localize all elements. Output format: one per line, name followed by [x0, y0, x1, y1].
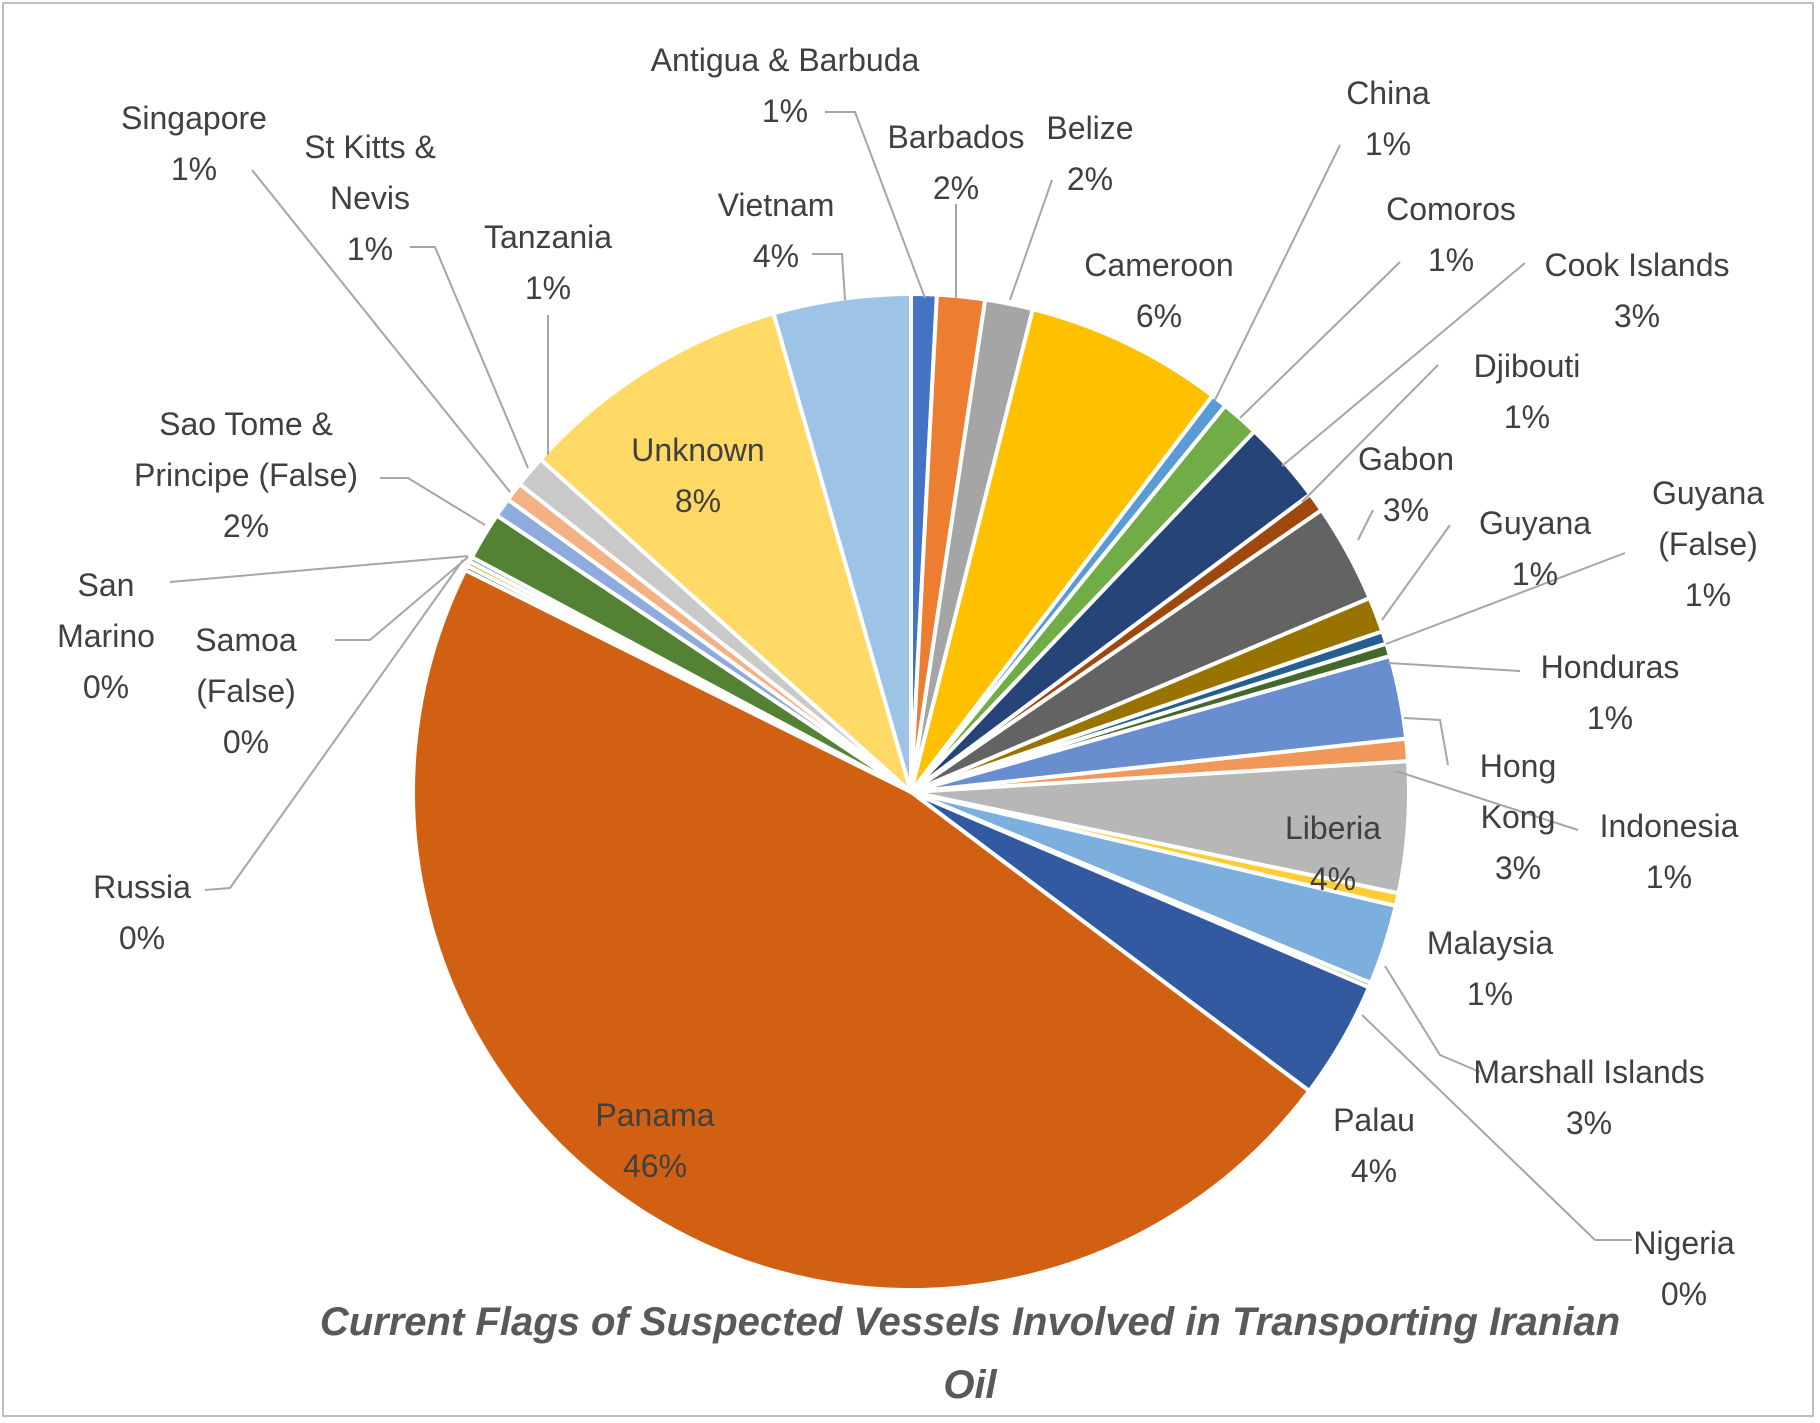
leader-line-st-kitts-nevis	[410, 246, 529, 469]
leader-line-indonesia	[1395, 770, 1579, 831]
data-label-barbados: Barbados 2%	[888, 119, 1025, 206]
pie-slice-cameroon	[909, 307, 1215, 794]
leader-line-comoros	[1239, 261, 1401, 419]
leader-line-russia	[204, 559, 464, 891]
data-label-comoros: Comoros 1%	[1386, 191, 1516, 278]
leader-line-antigua-barbuda	[825, 111, 926, 299]
leader-line-san-marino	[169, 555, 469, 583]
data-label-guyana: Guyana 1%	[1479, 505, 1591, 592]
leader-line-sao-tome-principe-false	[380, 477, 486, 526]
leader-line-honduras	[1387, 662, 1521, 672]
leader-line-vietnam	[812, 253, 846, 301]
leader-line-cook-islands	[1281, 262, 1526, 467]
data-label-cameroon: Cameroon 6%	[1084, 247, 1233, 334]
data-label-antigua-barbuda: Antigua & Barbuda 1%	[651, 42, 920, 129]
data-label-djibouti: Djibouti 1%	[1474, 348, 1581, 435]
pie-slice-vietnam	[771, 292, 913, 794]
leader-line-hong-kong	[1403, 717, 1449, 766]
data-label-malaysia: Malaysia 1%	[1427, 925, 1553, 1012]
data-label-belize: Belize 2%	[1046, 110, 1133, 197]
pie-slice-unknown	[538, 311, 913, 794]
data-label-guyana-false: Guyana (False) 1%	[1652, 475, 1764, 613]
data-label-nigeria: Nigeria 0%	[1633, 1225, 1735, 1312]
leader-line-singapore	[251, 169, 511, 493]
data-label-marshall-islands: Marshall Islands 3%	[1473, 1054, 1704, 1141]
data-label-russia: Russia 0%	[93, 869, 191, 956]
data-label-palau: Palau 4%	[1333, 1102, 1415, 1189]
leader-line-marshall-islands	[1384, 965, 1481, 1073]
leader-line-china	[1214, 144, 1341, 401]
data-label-liberia: Liberia 4%	[1285, 810, 1381, 897]
leader-line-belize	[1009, 179, 1053, 301]
leader-line-samoa-false	[335, 556, 469, 641]
data-label-china: China 1%	[1346, 75, 1430, 162]
data-label-cook-islands: Cook Islands 3%	[1545, 247, 1730, 334]
leader-line-nigeria	[1361, 1014, 1632, 1241]
data-label-singapore: Singapore 1%	[121, 100, 267, 187]
data-label-unknown: Unknown 8%	[631, 432, 764, 519]
data-label-hong-kong: Hong Kong 3%	[1480, 748, 1557, 886]
data-label-samoa-false: Samoa (False) 0%	[195, 622, 297, 760]
data-label-tanzania: Tanzania 1%	[484, 219, 612, 306]
data-label-sao-tome-principe-false: Sao Tome & Principe (False) 2%	[134, 406, 358, 544]
pie-slice-panama	[411, 568, 1312, 1292]
leader-line-djibouti	[1301, 364, 1439, 503]
chart-title-line-2: Oil	[943, 1363, 997, 1407]
data-label-panama: Panama 46%	[595, 1097, 714, 1184]
data-label-indonesia: Indonesia 1%	[1600, 808, 1739, 895]
data-label-gabon: Gabon 3%	[1358, 441, 1454, 528]
chart-title: Current Flags of Suspected Vessels Invol…	[320, 1300, 1620, 1344]
data-label-honduras: Honduras 1%	[1541, 649, 1680, 736]
data-label-st-kitts-nevis: St Kitts & Nevis 1%	[304, 129, 436, 267]
leader-line-guyana-false	[1385, 552, 1626, 645]
data-label-san-marino: San Marino 0%	[57, 567, 155, 705]
leader-line-guyana	[1381, 524, 1451, 621]
data-label-vietnam: Vietnam 4%	[718, 187, 835, 274]
leader-line-gabon	[1357, 509, 1374, 541]
